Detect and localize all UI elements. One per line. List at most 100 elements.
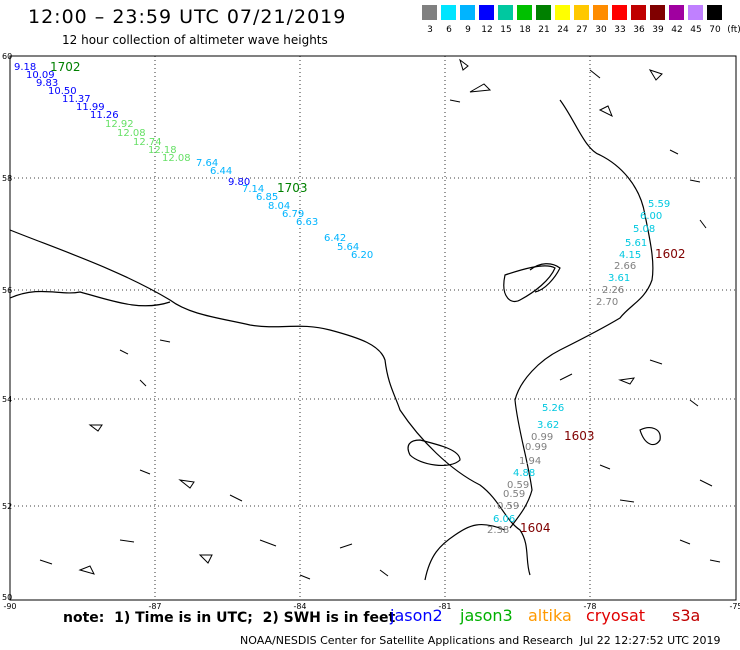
legend-label: 42 <box>671 25 683 35</box>
legend-swatch <box>441 5 456 20</box>
legend-label: 27 <box>576 25 588 35</box>
wave-height-value: 2.26 <box>602 285 624 296</box>
wave-height-value: 9.83 <box>36 78 58 89</box>
wave-height-value: 11.26 <box>90 110 119 121</box>
legend-swatch <box>555 5 570 20</box>
longitude-labels: -90 -87 -84 -81 -78 -75 <box>3 602 740 611</box>
legend-label: 12 <box>481 25 493 35</box>
wave-height-value: 7.14 <box>242 184 264 195</box>
wave-height-labels: 9.1810.099.8310.5011.3711.9911.2612.9212… <box>14 62 670 536</box>
longitude-label: -90 <box>3 602 16 611</box>
track-labels: 1702 1703 1602 1603 1604 <box>50 60 686 535</box>
latitude-label: 56 <box>2 286 12 295</box>
credit-text: NOAA/NESDIS Center for Satellite Applica… <box>240 634 574 647</box>
wave-height-value: 3.62 <box>537 420 559 431</box>
wave-height-value: 0.59 <box>507 480 529 491</box>
wave-height-value: 0.59 <box>503 489 525 500</box>
wave-height-value: 0.99 <box>525 442 547 453</box>
wave-height-value: 6.20 <box>351 250 373 261</box>
wave-height-value: 4.15 <box>619 250 641 261</box>
footer-note: note: 1) Time is in UTC; 2) SWH is in fe… <box>63 610 396 626</box>
legend-swatch <box>479 5 494 20</box>
legend-label: 33 <box>614 25 626 35</box>
legend-label: 45 <box>690 25 702 35</box>
legend-swatch <box>631 5 646 20</box>
legend-swatch <box>574 5 589 20</box>
longitude-label: -84 <box>293 602 306 611</box>
wave-height-value: 5.26 <box>542 403 564 414</box>
wave-height-value: 12.08 <box>162 153 191 164</box>
wave-height-value: 3.61 <box>608 273 630 284</box>
wave-height-value: 5.59 <box>648 199 670 210</box>
wave-height-value: 0.99 <box>531 432 553 443</box>
latitude-label: 52 <box>2 502 12 511</box>
latitude-label: 58 <box>2 174 12 183</box>
wave-height-value: 9.18 <box>14 62 36 73</box>
legend-label: 24 <box>557 25 569 35</box>
wave-height-value: 0.59 <box>497 501 519 512</box>
longitude-label: -78 <box>583 602 596 611</box>
wave-height-value: 2.38 <box>487 525 509 536</box>
wave-height-value: 1.94 <box>519 456 541 467</box>
wave-height-value: 5.61 <box>625 238 647 249</box>
wave-height-value: 5.64 <box>337 242 359 253</box>
mission-label: s3a <box>672 606 701 625</box>
legend-label: 36 <box>633 25 645 35</box>
mission-label: jason2 <box>390 606 443 625</box>
track-id-label: 1703 <box>277 181 308 195</box>
latitude-label: 50 <box>2 593 12 602</box>
legend-label: 9 <box>465 25 471 35</box>
longitude-label: -81 <box>438 602 451 611</box>
track-id-label: 1602 <box>655 247 686 261</box>
mission-label: altika <box>528 606 572 625</box>
page-subtitle: 12 hour collection of altimeter wave hei… <box>62 33 328 47</box>
wave-height-value: 9.80 <box>228 177 250 188</box>
graticule <box>10 56 736 600</box>
wave-height-value: 4.88 <box>513 468 535 479</box>
wave-height-value: 12.92 <box>105 119 134 130</box>
longitude-label: -87 <box>148 602 161 611</box>
wave-height-value: 12.74 <box>133 137 162 148</box>
wave-height-value: 10.09 <box>26 70 55 81</box>
coastline <box>9 99 661 581</box>
legend-swatch <box>688 5 703 20</box>
legend-swatch <box>422 5 437 20</box>
legend-label: 15 <box>500 25 512 35</box>
wave-height-value: 6.85 <box>256 192 278 203</box>
track-id-label: 1702 <box>50 60 81 74</box>
wave-height-value: 8.04 <box>268 201 290 212</box>
legend-swatch <box>612 5 627 20</box>
wave-height-value: 11.37 <box>62 94 91 105</box>
wave-height-value: 12.18 <box>148 145 177 156</box>
wave-height-value: 11.99 <box>76 102 105 113</box>
islands <box>39 58 721 580</box>
legend-swatch <box>517 5 532 20</box>
latitude-label: 54 <box>2 395 12 404</box>
legend-label: 3 <box>427 25 433 35</box>
legend-swatch <box>498 5 513 20</box>
longitude-label: -75 <box>729 602 740 611</box>
legend-label: 18 <box>519 25 531 35</box>
wave-height-value: 6.42 <box>324 233 346 244</box>
wave-height-value: 2.66 <box>614 261 636 272</box>
wave-height-value: 7.64 <box>196 158 218 169</box>
legend-swatch <box>707 5 722 20</box>
legend-label: 6 <box>446 25 452 35</box>
wave-height-value: 5.08 <box>633 224 655 235</box>
wave-height-value: 6.63 <box>296 217 318 228</box>
legend-swatch <box>593 5 608 20</box>
wave-height-value: 6.44 <box>210 166 232 177</box>
legend-label: 70 <box>709 25 721 35</box>
latitude-label: 60 <box>2 52 12 61</box>
track-id-label: 1604 <box>520 521 551 535</box>
wave-height-value: 6.06 <box>493 514 515 525</box>
legend-swatch <box>536 5 551 20</box>
legend-swatch <box>460 5 475 20</box>
wave-height-value: 6.79 <box>282 209 304 220</box>
page-title: 12:00 – 23:59 UTC 07/21/2019 <box>28 6 347 28</box>
track-id-label: 1603 <box>564 429 595 443</box>
legend-label: 30 <box>595 25 607 35</box>
legend-swatch <box>669 5 684 20</box>
legend-label: 39 <box>652 25 664 35</box>
